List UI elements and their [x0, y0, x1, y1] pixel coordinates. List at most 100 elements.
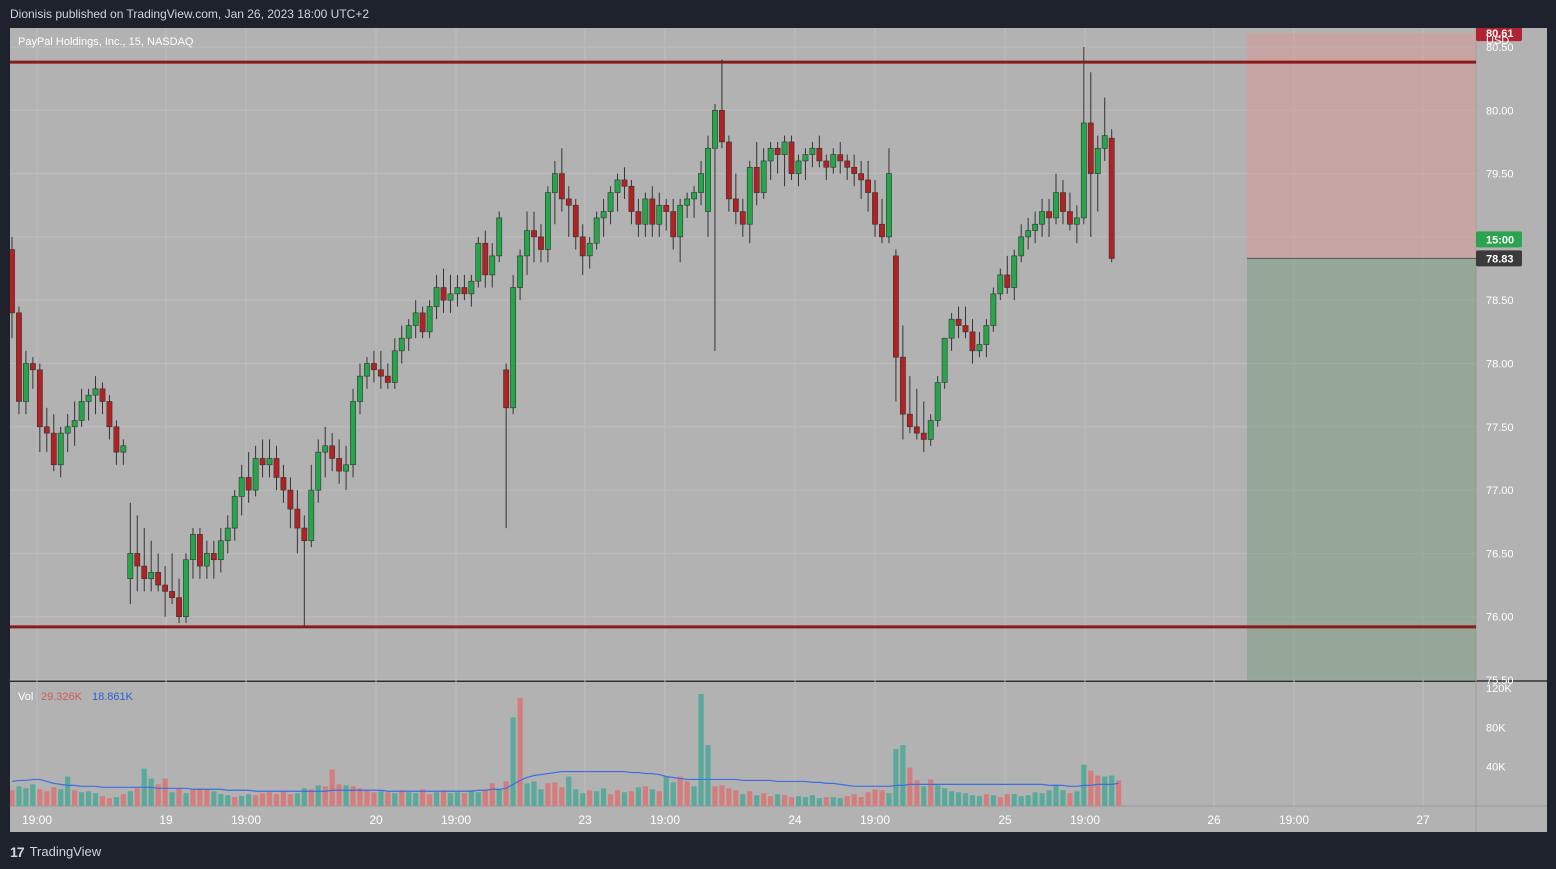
candle-body	[350, 401, 356, 466]
candle-body	[419, 312, 426, 333]
time-axis[interactable]	[10, 806, 1547, 832]
volume-bar	[955, 792, 962, 806]
candle-body	[1032, 223, 1039, 231]
candle-body	[329, 445, 336, 459]
volume-bar	[169, 792, 175, 806]
volume-bar	[795, 796, 802, 806]
candle-body	[524, 230, 530, 257]
candles	[10, 46, 1115, 627]
time-tick-label: 26	[1207, 813, 1221, 827]
volume-bar	[1088, 770, 1094, 806]
volume-bar	[691, 786, 697, 806]
volume-bar	[246, 794, 252, 806]
time-tick-label: 19:00	[231, 813, 261, 827]
volume-bar	[747, 791, 753, 806]
volume-bar	[517, 697, 523, 806]
horizontal-levels[interactable]	[10, 60, 1476, 629]
volume-bar	[677, 776, 683, 806]
volume-bar	[601, 788, 607, 806]
volume-bar	[482, 790, 488, 806]
volume-bar	[65, 776, 71, 806]
volume-pane[interactable]	[10, 682, 1476, 806]
price-axis[interactable]	[1476, 28, 1547, 806]
candle-body	[252, 458, 259, 491]
candle-body	[43, 426, 50, 434]
price-chart[interactable]: 80.5080.0079.5079.0078.5078.0077.5077.00…	[10, 28, 1547, 832]
volume-bar	[113, 797, 119, 806]
candle-body	[273, 458, 280, 478]
candle-body	[357, 375, 363, 402]
short-position-tool[interactable]	[1247, 33, 1476, 680]
candle-body	[99, 388, 106, 402]
volume-bar	[705, 745, 711, 806]
volume-bar	[559, 787, 565, 806]
candle-body	[203, 553, 210, 567]
price-tick-label: 80.00	[1486, 105, 1514, 117]
candle-body	[830, 154, 837, 168]
volume-bar	[524, 783, 530, 806]
candle-body	[169, 591, 175, 599]
candle-body	[579, 236, 586, 257]
volume-bar	[218, 794, 224, 806]
volume-bar	[1039, 793, 1045, 806]
price-tick-label: 77.00	[1486, 485, 1514, 497]
volume-bar	[239, 796, 245, 806]
volume-bar	[1025, 795, 1031, 806]
candle-body	[57, 432, 64, 466]
volume-tick-label: 40K	[1486, 762, 1506, 774]
time-tick-label: 19:00	[1070, 813, 1100, 827]
volume-bar	[1095, 775, 1101, 806]
volume-bar	[259, 793, 266, 806]
volume-bar	[280, 791, 287, 806]
candle-body	[1053, 192, 1059, 219]
time-tick-label: 25	[998, 813, 1012, 827]
candle-body	[127, 553, 134, 580]
volume-bar	[1004, 794, 1010, 806]
candle-body	[1108, 137, 1115, 259]
candle-body	[823, 160, 830, 168]
candle-body	[245, 477, 252, 491]
volume-bar	[454, 792, 461, 806]
volume-bar	[1074, 791, 1080, 806]
volume-bar	[183, 793, 189, 806]
candle-body	[872, 192, 878, 225]
price-pane[interactable]	[10, 28, 1476, 680]
price-tick-label: 78.50	[1486, 295, 1514, 307]
candle-body	[614, 179, 621, 193]
tradingview-logo[interactable]: 17 TradingView	[10, 838, 101, 866]
candle-body	[475, 242, 482, 282]
candle-body	[155, 572, 162, 586]
candle-body	[301, 527, 308, 542]
volume-bar	[225, 795, 231, 806]
volume-bar	[607, 794, 614, 806]
candle-body	[899, 356, 906, 415]
volume-bar	[433, 792, 440, 806]
volume-bar	[1067, 793, 1073, 806]
volume-bar	[266, 792, 273, 806]
candle-body	[558, 173, 565, 200]
volume-bar	[308, 789, 314, 806]
candle-body	[719, 109, 725, 143]
candle-body	[656, 204, 663, 225]
entry-price-badge: 78.83	[1486, 253, 1514, 265]
volume-bar	[754, 795, 760, 806]
volume-bar	[392, 793, 398, 806]
candle-body	[322, 445, 329, 453]
candle-body	[635, 211, 642, 225]
volume-bar	[475, 792, 481, 806]
grid	[10, 28, 1476, 806]
take-profit-zone	[1247, 258, 1476, 680]
volume-bar	[781, 795, 788, 806]
volume-bar	[385, 792, 391, 806]
candle-body	[628, 185, 635, 212]
candle-body	[50, 432, 57, 466]
volume-bar	[761, 793, 767, 806]
volume-bar	[642, 786, 648, 806]
volume-bar	[1102, 776, 1108, 806]
candle-body	[308, 489, 315, 542]
candle-body	[217, 540, 224, 561]
stop-price-badge-bg	[1476, 28, 1522, 42]
chart-frame[interactable]: 80.5080.0079.5079.0078.5078.0077.5077.00…	[10, 28, 1547, 832]
volume-bar	[816, 798, 822, 806]
volume-bar	[322, 786, 328, 806]
